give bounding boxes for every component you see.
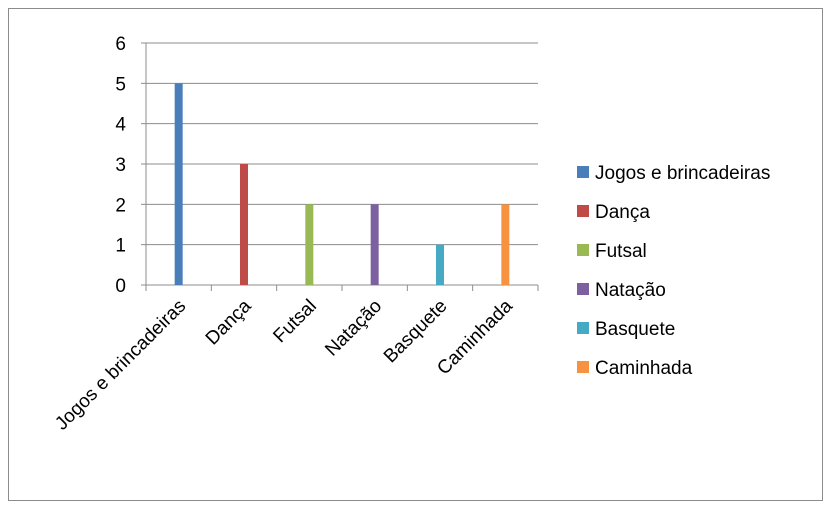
x-category-label: Jogos e brincadeiras [51, 296, 190, 435]
legend-swatch [577, 361, 589, 373]
y-tick-label: 0 [115, 276, 126, 297]
legend-label: Jogos e brincadeiras [595, 163, 770, 184]
y-tick-label: 5 [115, 74, 126, 95]
legend-label: Caminhada [595, 358, 693, 379]
legend-label: Natação [595, 280, 666, 301]
legend-swatch [577, 322, 589, 334]
y-tick-label: 2 [115, 195, 126, 216]
bar-nata-o [370, 204, 379, 285]
legend-swatch [577, 244, 589, 256]
y-tick-label: 1 [115, 236, 126, 257]
legend-swatch [577, 166, 589, 178]
legend-swatch [577, 283, 589, 295]
legend-swatch [577, 205, 589, 217]
y-tick-label: 4 [115, 115, 126, 136]
chart-frame [8, 8, 823, 501]
x-category-label: Futsal [269, 296, 320, 347]
legend-label: Futsal [595, 241, 647, 262]
bar-jogos-e-brincadeiras [174, 83, 183, 285]
x-category-label: Natação [321, 296, 386, 361]
bar-futsal [305, 204, 314, 285]
bar-caminhada [501, 204, 510, 285]
legend-label: Basquete [595, 319, 675, 340]
x-category-label: Dança [202, 295, 256, 349]
y-tick-label: 6 [115, 34, 126, 55]
bar-basquete [436, 244, 444, 285]
y-tick-label: 3 [115, 155, 126, 176]
bar-dan-a [240, 164, 248, 285]
legend-label: Dança [595, 202, 650, 223]
